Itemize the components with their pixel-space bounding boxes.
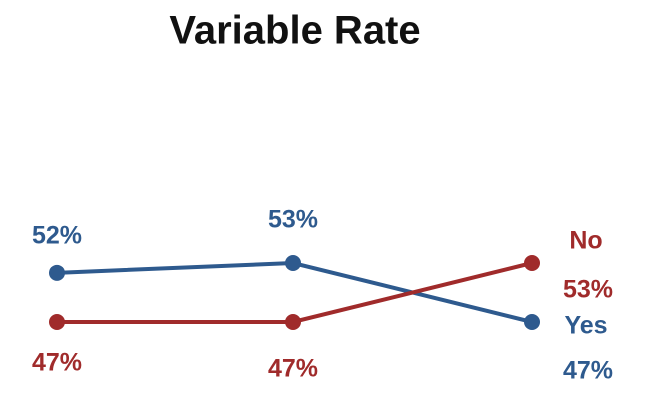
point-marker [285,314,301,330]
point-marker [49,314,65,330]
point-marker [49,264,65,281]
value-label: 47% [563,357,613,385]
series-name: Yes [564,312,607,340]
value-label: 53% [563,276,613,304]
value-label: 47% [268,355,318,383]
chart-title: Variable Rate [169,9,420,53]
point-marker [285,255,301,271]
point-marker [524,314,540,330]
value-label: 47% [32,349,82,377]
value-label: 53% [268,206,318,234]
value-label: 52% [32,221,82,249]
point-marker [524,255,540,271]
series-name: No [569,227,602,255]
series-line [56,260,533,324]
